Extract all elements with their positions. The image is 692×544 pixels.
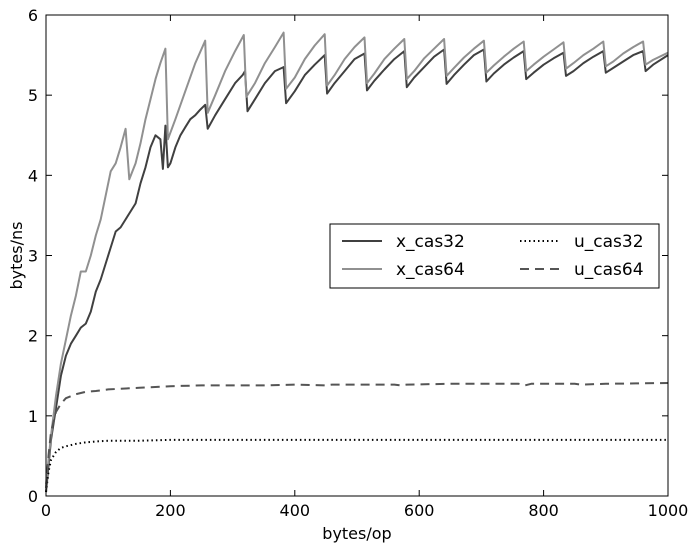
y-tick-label: 5 [28,86,38,105]
series-line-u_cas32 [45,438,668,493]
legend-label-u_cas32: u_cas32 [574,232,644,252]
y-tick-label: 1 [28,407,38,426]
x-tick-label: 800 [528,501,559,520]
series-line-x_cas32 [45,48,669,493]
x-tick-label: 0 [41,501,51,520]
series-line-x_cas64 [45,31,669,485]
legend-label-x_cas32: x_cas32 [396,232,465,252]
legend-label-u_cas64: u_cas64 [574,260,644,280]
series-line-u_cas64 [45,382,669,489]
x-tick-label: 600 [404,501,435,520]
y-axis-label: bytes/ns [7,222,26,290]
tick-layer: 0 200 400 600 800 1000 0 1 2 3 4 5 6 [28,6,689,520]
x-axis-label: bytes/op [322,524,391,543]
y-tick-label: 3 [28,247,38,266]
y-tick-label: 4 [28,166,38,185]
y-tick-label: 0 [28,487,38,506]
series-layer [45,31,669,493]
legend-box [329,223,660,289]
y-tick-label: 6 [28,6,38,25]
legend-label-x_cas64: x_cas64 [396,260,465,280]
x-tick-label: 1000 [648,501,689,520]
y-tick-label: 2 [28,327,38,346]
x-tick-label: 400 [280,501,311,520]
x-tick-label: 200 [155,501,186,520]
legend: x_cas32 x_cas64 u_cas32 u_cas64 [329,223,660,289]
